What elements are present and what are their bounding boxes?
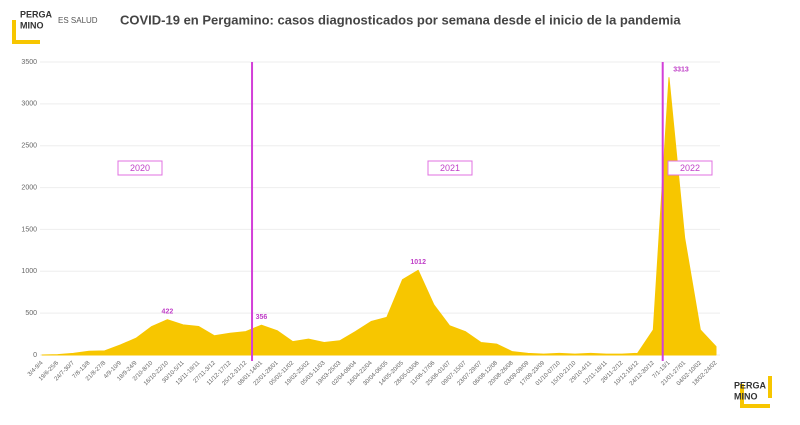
value-label: 3313	[673, 66, 689, 73]
tagline: ES SALUD	[58, 16, 98, 25]
value-label: 356	[256, 314, 268, 321]
period-box	[117, 160, 163, 176]
period-label: 2020	[130, 163, 150, 173]
y-tick-label: 3500	[21, 59, 37, 66]
value-label: 422	[162, 309, 174, 316]
value-label: 1012	[410, 259, 426, 266]
logo-bottom: MINO	[20, 20, 44, 30]
y-tick-label: 500	[25, 310, 37, 317]
y-tick-label: 1500	[21, 226, 37, 233]
logo-top: PERGA	[734, 380, 767, 390]
y-tick-label: 0	[33, 352, 37, 359]
y-tick-label: 2500	[21, 143, 37, 150]
y-tick-label: 2000	[21, 184, 37, 191]
chart-title: COVID-19 en Pergamino: casos diagnostica…	[120, 12, 681, 27]
period-label: 2022	[680, 163, 700, 173]
logo-frame	[740, 384, 770, 408]
period-label: 2021	[440, 163, 460, 173]
logo-top: PERGA	[20, 9, 53, 19]
logo-bottom: MINO	[734, 391, 758, 401]
y-tick-label: 3000	[21, 101, 37, 108]
area	[41, 77, 717, 356]
y-tick-label: 1000	[21, 268, 37, 275]
logo-frame	[12, 20, 40, 44]
period-box	[667, 160, 713, 176]
period-box	[427, 160, 473, 176]
